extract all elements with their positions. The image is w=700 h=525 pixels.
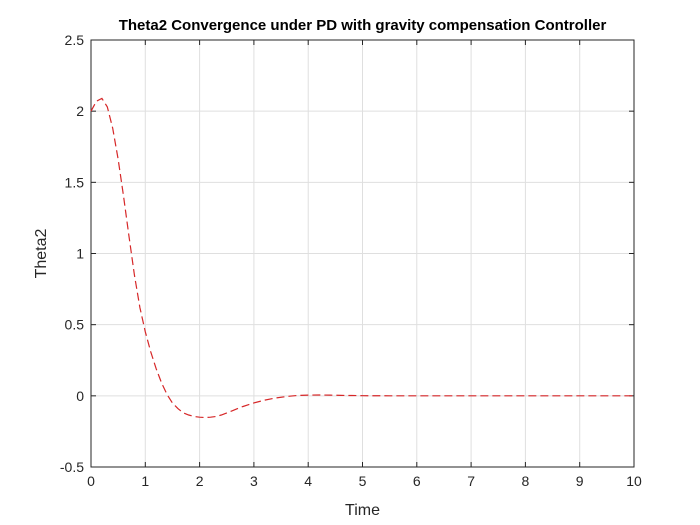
x-ticks: 0 1 2 3 4 5 6 7 8 9 10 (87, 40, 642, 489)
y-tick-label: 0.5 (65, 317, 85, 333)
y-tick-label: 0 (76, 388, 84, 404)
x-tick-label: 1 (141, 473, 149, 489)
x-tick-label: 2 (196, 473, 204, 489)
x-tick-label: 6 (413, 473, 421, 489)
x-tick-label: 0 (87, 473, 95, 489)
x-tick-label: 7 (467, 473, 475, 489)
x-tick-label: 4 (304, 473, 312, 489)
y-tick-label: 2 (76, 103, 84, 119)
x-tick-label: 10 (626, 473, 642, 489)
x-tick-label: 9 (576, 473, 584, 489)
x-tick-label: 3 (250, 473, 258, 489)
chart-title: Theta2 Convergence under PD with gravity… (119, 17, 607, 34)
y-axis-label: Theta2 (33, 228, 50, 278)
y-tick-label: 1.5 (65, 174, 85, 190)
x-axis-label: Time (345, 502, 380, 519)
y-tick-label: 2.5 (65, 32, 85, 48)
grid (90, 39, 635, 468)
x-tick-label: 5 (359, 473, 367, 489)
x-tick-label: 8 (522, 473, 530, 489)
y-tick-label: -0.5 (60, 459, 84, 475)
series-group (90, 97, 634, 419)
y-tick-label: 1 (76, 246, 84, 262)
y-ticks: -0.5 0 0.5 1 1.5 2 2.5 (60, 32, 634, 475)
series-line-0 (90, 97, 634, 419)
